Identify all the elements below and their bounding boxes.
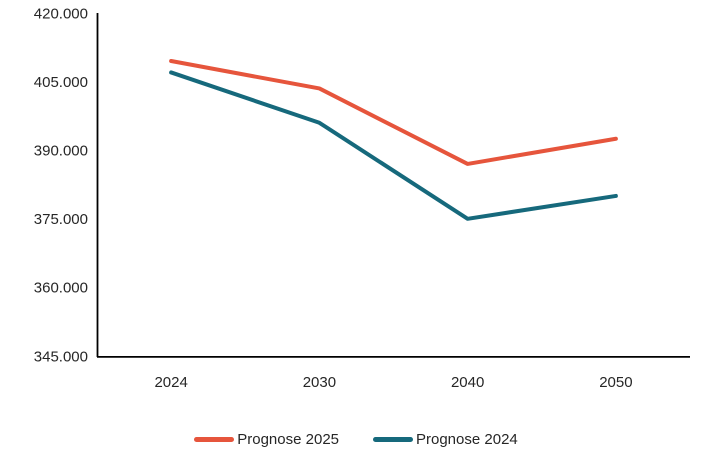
x-tick-label: 2024	[154, 374, 187, 391]
series-line-prognose-2025	[169, 59, 618, 166]
y-tick-label: 420.000	[34, 5, 88, 22]
x-tick-label: 2040	[451, 374, 484, 391]
y-tick-label: 360.000	[34, 280, 88, 297]
y-tick-label: 390.000	[34, 142, 88, 159]
legend-label-prognose-2024: Prognose 2024	[416, 431, 518, 448]
y-tick-label: 345.000	[34, 348, 88, 365]
legend-swatch-prognose-2025	[194, 437, 235, 442]
legend-item-prognose-2024: Prognose 2024	[373, 431, 518, 448]
y-tick-label: 405.000	[34, 74, 88, 91]
legend-item-prognose-2025: Prognose 2025	[194, 431, 339, 448]
x-tick-label: 2030	[303, 374, 336, 391]
series-line-prognose-2024	[169, 70, 618, 221]
legend-swatch-prognose-2024	[373, 437, 413, 442]
line-chart: 345.000 360.000 375.000 390.000 405.000 420.0…	[34, 5, 690, 391]
legend-label-prognose-2025: Prognose 2025	[237, 431, 339, 448]
chart-legend: Prognose 2025 Prognose 2024	[0, 431, 712, 448]
x-tick-label: 2050	[599, 374, 632, 391]
y-tick-label: 375.000	[34, 211, 88, 228]
